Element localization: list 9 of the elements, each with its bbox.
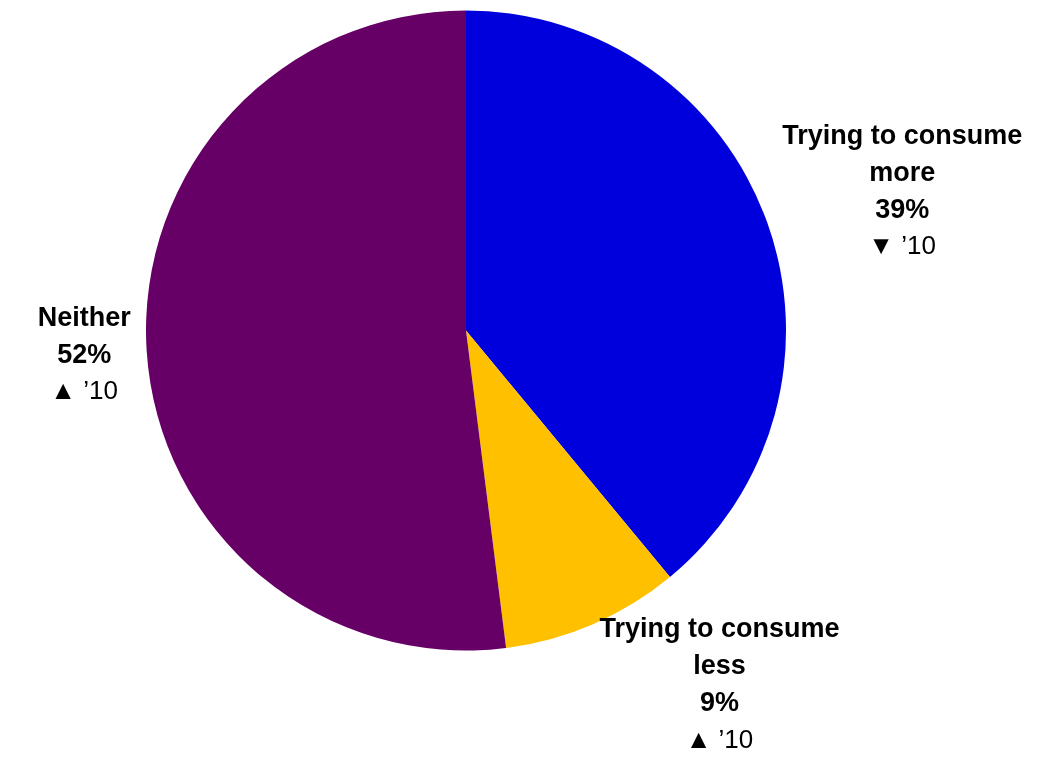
data-label: 39%: [875, 193, 930, 224]
slice-label: Trying to consume less: [599, 612, 840, 680]
text: ▲ ’10: [50, 375, 118, 406]
text: ▲ ’10: [685, 723, 754, 754]
slice-label: Neither: [37, 301, 132, 332]
text: ▼ ’10: [868, 230, 936, 261]
data-label: 9%: [699, 686, 739, 717]
slice-label: Trying to consume more: [782, 119, 1023, 187]
data-label: 52%: [57, 338, 112, 369]
